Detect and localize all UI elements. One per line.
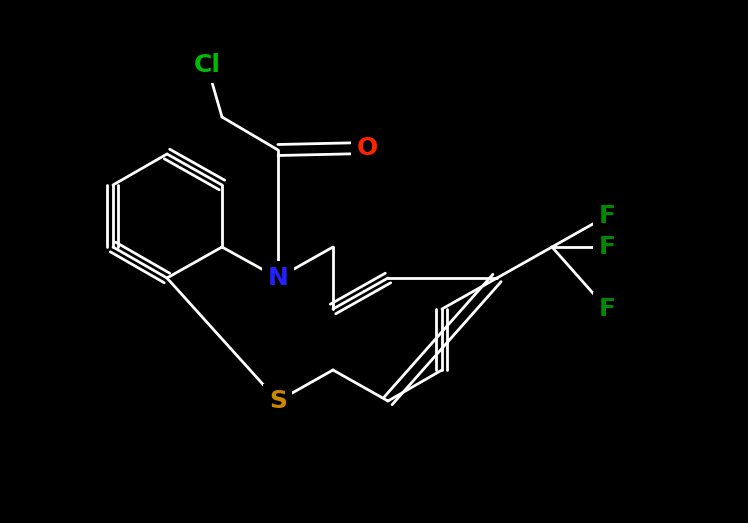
Text: N: N [268,266,289,290]
Text: Cl: Cl [194,53,221,77]
Text: F: F [598,297,616,321]
Text: F: F [598,235,616,259]
Text: O: O [356,136,378,160]
Text: F: F [598,235,616,259]
Text: N: N [268,266,289,290]
Text: F: F [598,297,616,321]
Text: O: O [356,136,378,160]
Text: Cl: Cl [194,53,221,77]
Text: F: F [598,204,616,228]
Text: F: F [598,204,616,228]
Text: S: S [269,389,287,413]
Text: S: S [269,389,287,413]
